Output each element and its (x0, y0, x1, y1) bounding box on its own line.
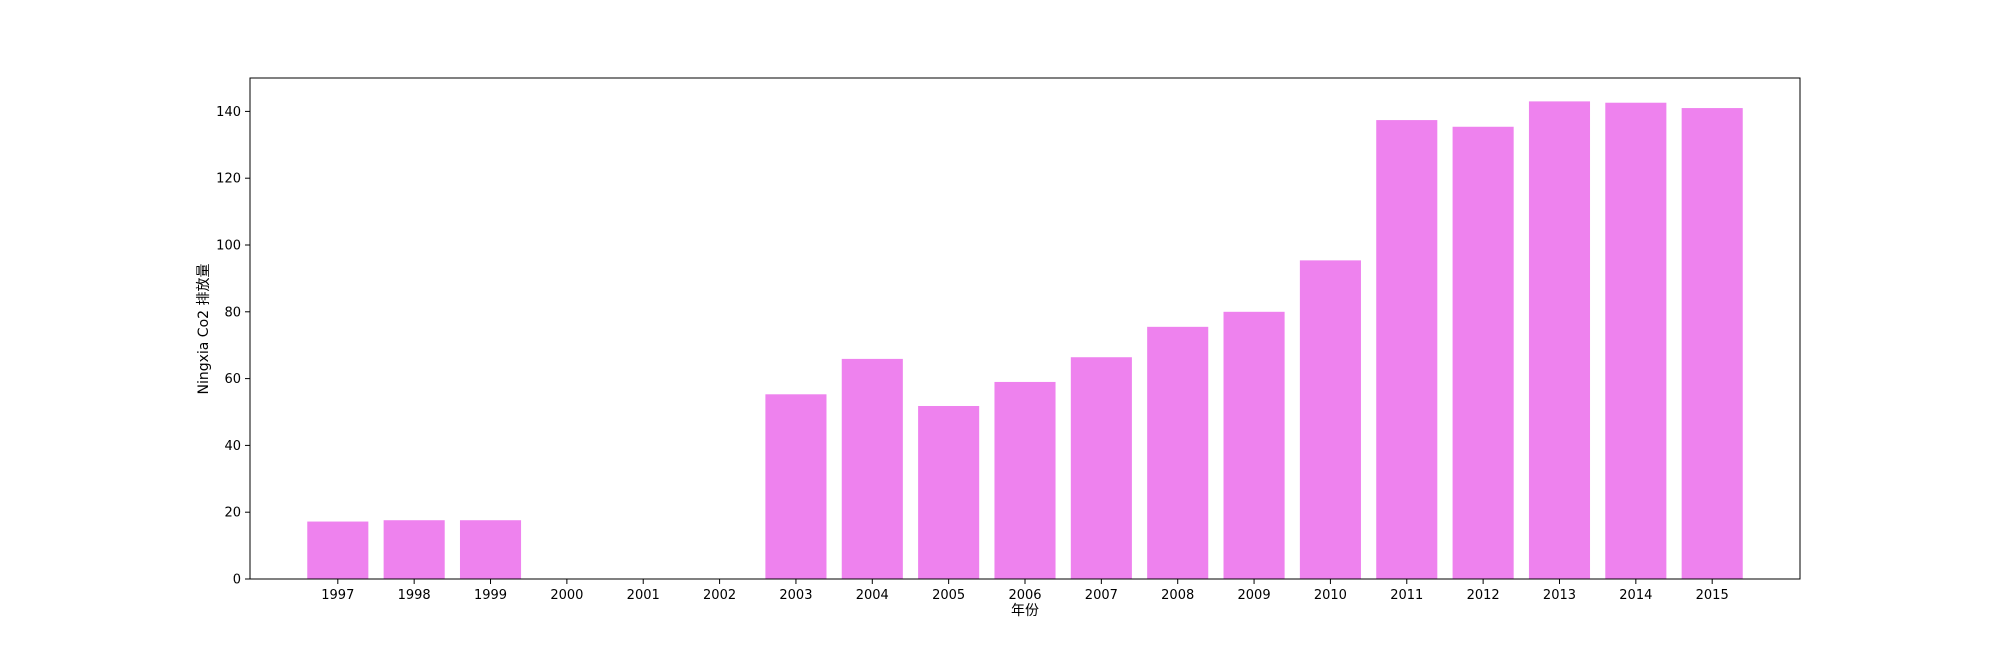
x-tick-label: 2003 (779, 588, 812, 603)
bar-2012 (1452, 126, 1514, 579)
x-tick-label: 2013 (1543, 588, 1576, 603)
x-tick-label: 2007 (1085, 588, 1118, 603)
x-tick-label: 1999 (474, 588, 507, 603)
bar-1997 (307, 521, 369, 579)
x-axis-label: 年份 (1011, 603, 1039, 619)
x-tick-label: 2006 (1008, 588, 1041, 603)
x-tick-label: 2001 (627, 588, 660, 603)
x-tick-label: 2012 (1467, 588, 1500, 603)
bar-2007 (1070, 357, 1132, 579)
bar-2015 (1681, 108, 1743, 579)
bar-2011 (1376, 120, 1438, 580)
x-tick-label: 2009 (1238, 588, 1271, 603)
bar-2003 (765, 394, 827, 579)
x-tick-label: 2014 (1619, 588, 1652, 603)
bar-2005 (918, 405, 980, 579)
bar-2010 (1299, 260, 1361, 579)
y-tick-label: 20 (224, 506, 241, 521)
y-tick-label: 40 (224, 439, 241, 454)
y-tick-label: 0 (233, 573, 241, 588)
x-tick-label: 2008 (1161, 588, 1194, 603)
plot-frame (249, 77, 1801, 580)
x-tick-label: 1997 (321, 588, 354, 603)
y-tick-label: 140 (216, 105, 241, 120)
y-tick-label: 80 (224, 305, 241, 320)
x-tick-label: 2000 (550, 588, 583, 603)
x-tick-label: 2011 (1390, 588, 1423, 603)
y-tick-label: 120 (216, 172, 241, 187)
x-tick-label: 2004 (856, 588, 889, 603)
bar-2008 (1147, 326, 1209, 579)
x-tick-label: 2005 (932, 588, 965, 603)
x-axis-ticks: 1997 1998 1999 2000 2001 2002 2003 2004 2005 2006… (321, 579, 1729, 603)
x-tick-label: 2002 (703, 588, 736, 603)
y-axis-label: Ningxia Co2 排放量 (196, 263, 212, 394)
y-axis-ticks: 0 20 40 60 80 100 120 140 (216, 105, 250, 588)
x-tick-label: 2010 (1314, 588, 1347, 603)
x-tick-label: 2015 (1696, 588, 1729, 603)
x-tick-label: 1998 (398, 588, 431, 603)
bars-group (307, 101, 1743, 580)
bar-2004 (841, 358, 903, 579)
bar-1999 (459, 520, 522, 579)
bar-1998 (383, 520, 445, 579)
bar-2013 (1528, 101, 1591, 579)
bar-2006 (994, 381, 1056, 579)
y-tick-label: 100 (216, 239, 241, 254)
bar-2009 (1223, 311, 1285, 579)
y-tick-label: 60 (224, 372, 241, 387)
bar-2014 (1605, 102, 1667, 579)
